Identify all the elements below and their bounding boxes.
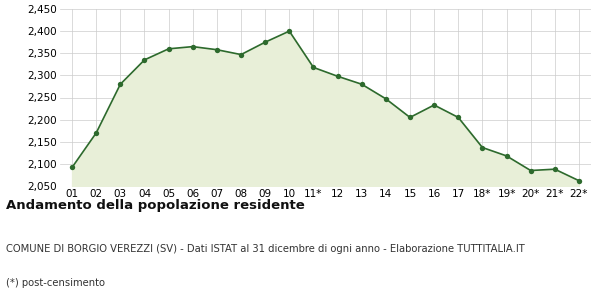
Point bbox=[526, 168, 535, 173]
Point bbox=[67, 165, 77, 170]
Point bbox=[284, 29, 294, 34]
Point bbox=[140, 58, 149, 62]
Point bbox=[260, 40, 270, 45]
Point bbox=[430, 103, 439, 107]
Point bbox=[116, 82, 125, 87]
Text: (*) post-censimento: (*) post-censimento bbox=[6, 278, 105, 287]
Point bbox=[478, 145, 487, 150]
Point bbox=[308, 65, 318, 70]
Text: COMUNE DI BORGIO VEREZZI (SV) - Dati ISTAT al 31 dicembre di ogni anno - Elabora: COMUNE DI BORGIO VEREZZI (SV) - Dati IST… bbox=[6, 244, 525, 254]
Point bbox=[91, 130, 101, 135]
Text: Andamento della popolazione residente: Andamento della popolazione residente bbox=[6, 200, 305, 212]
Point bbox=[502, 154, 511, 158]
Point bbox=[164, 46, 173, 51]
Point bbox=[333, 74, 343, 79]
Point bbox=[550, 167, 560, 172]
Point bbox=[454, 115, 463, 120]
Point bbox=[236, 52, 246, 57]
Point bbox=[212, 47, 221, 52]
Point bbox=[357, 82, 367, 87]
Point bbox=[188, 44, 197, 49]
Point bbox=[405, 115, 415, 120]
Point bbox=[381, 96, 391, 101]
Point bbox=[574, 178, 584, 183]
